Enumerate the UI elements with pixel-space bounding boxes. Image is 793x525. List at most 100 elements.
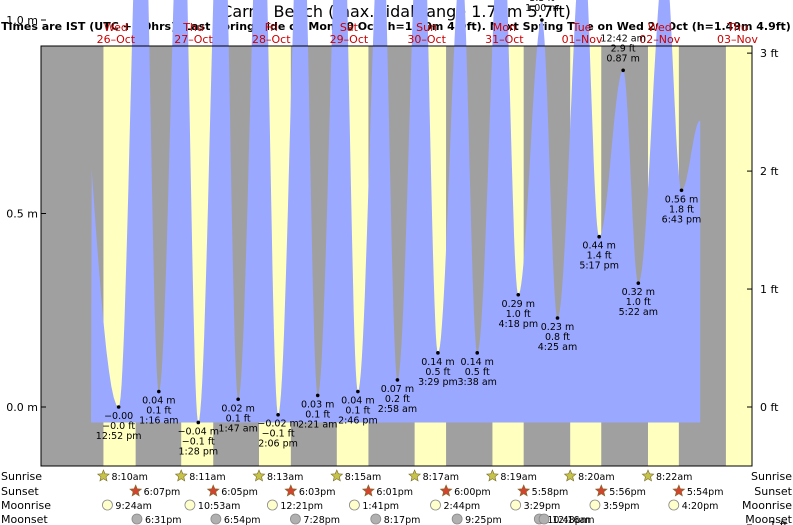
moonrise-circle-icon (668, 499, 680, 511)
tide-label-text: 1.0 ft (626, 297, 651, 308)
moonset-time: 6:54pm (224, 515, 261, 525)
tide-label-text: 4:25 am (538, 342, 577, 353)
tide-label-text: −0.02 m (257, 419, 298, 430)
tide-label-text: 4:18 pm (498, 319, 538, 330)
tide-label-text: 0.04 m (142, 396, 175, 407)
tide-label-text: 0.5 ft (465, 367, 490, 378)
sunrise-row-label-left: Sunrise (1, 470, 42, 483)
low-tide-label: 0.07 m0.2 ft2:58 am (378, 378, 417, 415)
tide-point (276, 412, 280, 417)
tide-point (597, 234, 601, 239)
moonset-time: 10:48pm (547, 515, 590, 525)
low-tide-label: 0.56 m1.8 ft6:43 pm (662, 188, 701, 225)
moonset-entry: 9:25pm (451, 513, 502, 525)
day-of-week-label: Tue (572, 21, 592, 34)
sunset-star-icon (517, 484, 531, 497)
sunset-star-icon (594, 484, 608, 497)
tide-point (679, 188, 684, 193)
tide-label-text: 0.14 m (461, 357, 494, 368)
tide-point (395, 378, 400, 382)
sunset-time: 6:07pm (144, 487, 181, 498)
y-tick-label-right: 2 ft (760, 165, 779, 178)
date-label: 26–Oct (97, 33, 136, 46)
tide-label-text: 5:17 pm (579, 261, 619, 272)
sunrise-entry: 8:10am (96, 469, 148, 483)
moonrise-entry: 9:24am (102, 499, 152, 512)
moonrise-time: 1:41pm (362, 501, 399, 512)
moonrise-circle-icon (430, 499, 441, 511)
moonrise-time: 10:53am (198, 501, 240, 512)
plot-border (40, 45, 753, 467)
chart-subtitle: Times are IST (UTC +1.0hrs). Last Spring… (1, 20, 791, 33)
tide-point (116, 405, 121, 409)
tide-label-text: 2:21 am (298, 419, 337, 430)
sunset-time: 5:54pm (687, 487, 724, 498)
y-tick-label-left: 1.0 m (6, 14, 38, 27)
moonrise-time: 3:59pm (603, 501, 640, 512)
tide-point (157, 389, 161, 394)
low-tide-label: 0.23 m0.8 ft4:25 am (538, 316, 577, 353)
tide-label-text: 2:46 pm (338, 416, 378, 427)
sunset-star-icon (439, 484, 453, 497)
low-tide-label: 0.14 m0.5 ft3:29 pm (418, 351, 458, 388)
tide-label-text: −0.0 ft (102, 421, 135, 432)
moonset-time: 8:17pm (384, 515, 421, 525)
low-tide-label: 0.29 m1.0 ft4:18 pm (498, 292, 538, 330)
tide-label-text: 0.23 m (541, 322, 574, 333)
sunrise-time: 8:11am (189, 472, 225, 483)
day-of-week-label: Wed (648, 21, 672, 34)
tide-label-text: 0.56 m (665, 194, 698, 205)
sunrise-time: 8:17am (423, 472, 459, 483)
tide-label-text: 1.8 ft (669, 204, 694, 215)
tide-label-text: 1.0 ft (506, 309, 531, 320)
tide-label-text: 0.14 m (421, 357, 454, 368)
day-labels: Wed26–OctThu27–OctFri28–OctSat29–OctSun3… (97, 21, 759, 46)
sunrise-time: 8:15am (345, 472, 381, 483)
tide-area-fill (91, 0, 701, 423)
sunrise-star-icon (485, 469, 499, 482)
y-tick-label-right: 0 ft (760, 401, 779, 414)
tide-label-text: 2.9 ft (611, 43, 636, 54)
sunrise-time: 8:10am (111, 472, 147, 483)
sunset-time: 5:56pm (609, 487, 646, 498)
tide-label-text: 12:52 pm (96, 431, 142, 442)
sunrise-entry: 8:17am (408, 469, 459, 483)
sunrise-star-icon (330, 469, 344, 482)
moonset-time: 7:28pm (303, 515, 340, 525)
tide-point (236, 397, 240, 402)
tide-label-text: 0.02 m (221, 403, 254, 414)
moonset-circle-icon (131, 513, 143, 525)
tide-label-text: 0.1 ft (146, 406, 171, 417)
moonrise-entry: 12:21pm (266, 499, 323, 512)
tide-label-text: 1.00 m (525, 3, 558, 14)
date-label: 01–Nov (562, 33, 603, 46)
daylight-band (725, 46, 752, 466)
tide-point (315, 393, 320, 398)
moonset-entry: 8:17pm (370, 513, 421, 525)
y-tick-label-right: −1 ft (760, 519, 788, 525)
sunrise-star-icon (96, 469, 110, 482)
tide-point (436, 351, 440, 355)
low-tide-label: 0.03 m0.1 ft2:21 am (298, 393, 337, 430)
sunset-time: 6:05pm (221, 487, 258, 498)
sunrise-star-icon (174, 469, 188, 482)
sunrise-star-icon (641, 469, 655, 482)
tide-label-text: 2:06 pm (258, 439, 298, 450)
moonrise-entry: 3:59pm (589, 499, 640, 512)
sunset-entry: 6:05pm (206, 484, 258, 498)
day-of-week-label: Mon (493, 21, 516, 34)
tide-label-text: 0.03 m (301, 399, 334, 410)
moonset-entry: 6:54pm (210, 513, 261, 525)
sunset-star-icon (284, 484, 298, 497)
date-label: 27–Oct (174, 33, 213, 46)
sunrise-star-icon (563, 469, 577, 482)
moonset-circle-icon (451, 513, 463, 525)
high-tide-label: 12:42 am2.9 ft0.87 m (600, 33, 646, 73)
sunrise-time: 8:13am (267, 472, 303, 483)
moonrise-time: 3:29pm (524, 501, 561, 512)
moonrise-circle-icon (510, 499, 522, 511)
day-of-week-label: Thu (726, 21, 748, 34)
moonset-circle-icon (210, 513, 222, 525)
tide-point (621, 68, 625, 73)
